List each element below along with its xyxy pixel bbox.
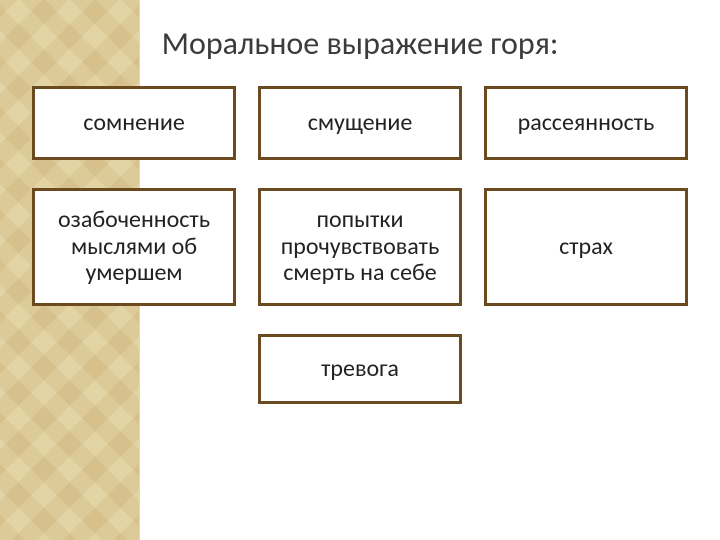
slide-content: Моральное выражение горя: сомнение смуще… <box>0 0 720 540</box>
row-1: сомнение смущение рассеянность <box>32 86 688 160</box>
slide-title: Моральное выражение горя: <box>0 24 720 63</box>
box-trevoga: тревога <box>258 334 462 404</box>
box-somnenie: сомнение <box>32 86 236 160</box>
row-2: озабоченность мыслями об умершем попытки… <box>32 188 688 306</box>
box-popytki: попытки прочувствовать смерть на себе <box>258 188 462 306</box>
box-strakh: страх <box>484 188 688 306</box>
box-ozabochennost: озабоченность мыслями об умершем <box>32 188 236 306</box>
boxes-grid: сомнение смущение рассеянность озабоченн… <box>32 86 688 404</box>
box-smushchenie: смущение <box>258 86 462 160</box>
row-3: тревога <box>32 334 688 404</box>
box-rasseyannost: рассеянность <box>484 86 688 160</box>
